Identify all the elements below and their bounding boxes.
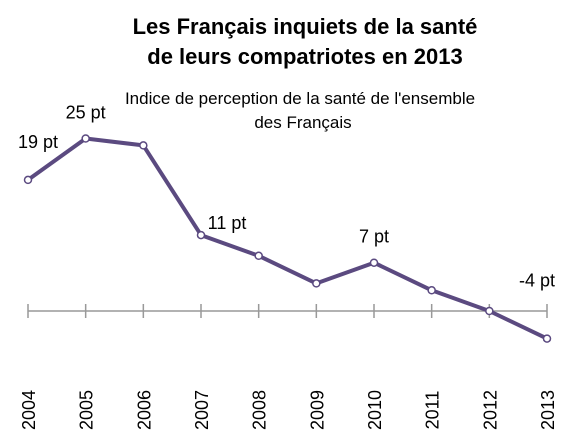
x-tick-label: 2010 xyxy=(365,390,385,430)
x-tick-label: 2013 xyxy=(538,390,558,430)
point xyxy=(81,134,90,143)
point xyxy=(312,279,321,288)
data-label: 25 pt xyxy=(66,103,106,123)
point xyxy=(542,334,552,343)
x-tick-label: 2008 xyxy=(250,390,270,430)
point xyxy=(369,258,379,267)
point xyxy=(23,175,33,185)
data-label: 11 pt xyxy=(208,213,247,233)
chart-title: Les Français inquiets de la santé xyxy=(133,14,478,39)
point xyxy=(254,251,263,261)
line xyxy=(26,136,548,341)
x-tick-label: 2006 xyxy=(134,390,154,430)
x-tick-label: 2005 xyxy=(77,390,97,430)
point xyxy=(139,141,148,150)
point xyxy=(485,306,494,316)
data-label: -4 pt xyxy=(519,271,555,291)
x-tick-label: 2007 xyxy=(192,390,212,430)
x-tick-label: 2009 xyxy=(307,390,327,430)
x-tick-label: 2011 xyxy=(423,391,443,430)
x-tick-label: 2004 xyxy=(19,390,39,430)
x-tick-label: 2012 xyxy=(480,390,500,430)
chart-title: de leurs compatriotes en 2013 xyxy=(147,44,462,69)
data-label: 7 pt xyxy=(359,227,389,247)
chart-subtitle: des Français xyxy=(254,113,351,132)
point xyxy=(196,230,206,240)
chart-subtitle: Indice de perception de la santé de l'en… xyxy=(125,89,475,108)
point xyxy=(427,286,436,295)
data-label: 19 pt xyxy=(18,132,58,152)
